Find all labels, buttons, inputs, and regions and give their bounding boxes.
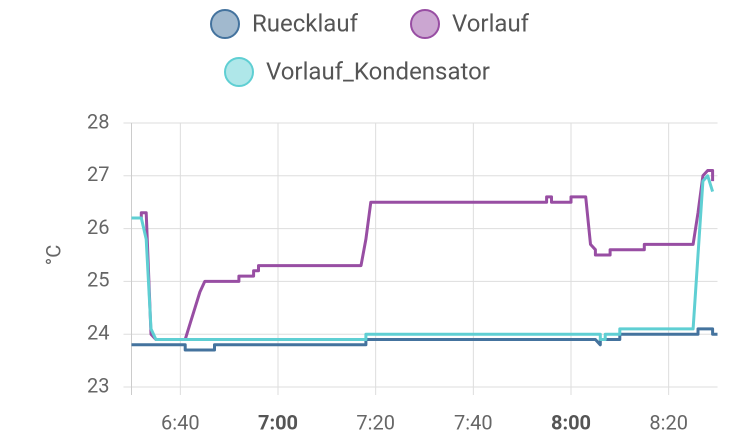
legend-swatch: [410, 9, 440, 39]
y-tick-label: 28: [87, 109, 109, 133]
y-tick-label: 26: [87, 215, 109, 239]
x-tick-label: 7:00: [258, 410, 298, 434]
data-line: [131, 169, 715, 341]
y-tick-label: 23: [87, 373, 109, 397]
legend-label: Vorlauf: [452, 9, 530, 37]
legend-label: Ruecklauf: [252, 9, 359, 37]
legend-label: Vorlauf_Kondensator: [266, 57, 490, 85]
x-tick-label: 6:40: [161, 410, 200, 434]
data-line: [131, 327, 718, 352]
y-tick-label: 27: [87, 162, 109, 186]
legend-swatch: [210, 9, 240, 39]
y-axis-label: °C: [41, 245, 65, 266]
data-line: [131, 174, 715, 341]
x-tick-label: 7:40: [454, 410, 493, 434]
legend-swatch: [224, 57, 254, 87]
y-tick-label: 25: [87, 268, 109, 292]
x-tick-label: 8:20: [649, 410, 688, 434]
y-tick-label: 24: [87, 320, 109, 344]
x-tick-label: 7:20: [356, 410, 395, 434]
x-tick-label: 8:00: [551, 410, 591, 434]
